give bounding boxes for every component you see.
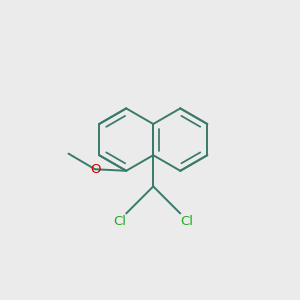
Text: Cl: Cl [113,215,126,228]
Text: O: O [90,163,100,176]
Text: Cl: Cl [180,215,193,228]
